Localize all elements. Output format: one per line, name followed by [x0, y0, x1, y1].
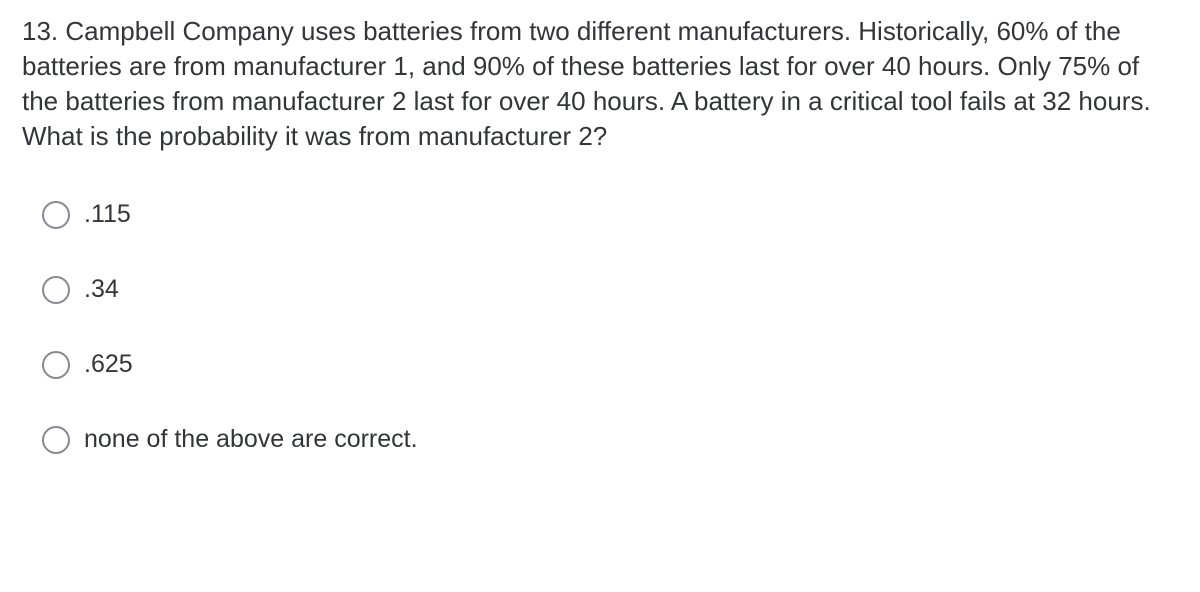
question-body: Campbell Company uses batteries from two…: [22, 16, 1151, 151]
option-3[interactable]: .625: [42, 350, 1178, 379]
option-label: .625: [84, 350, 133, 379]
question-block: 13. Campbell Company uses batteries from…: [0, 0, 1200, 454]
radio-icon[interactable]: [42, 351, 70, 379]
radio-icon[interactable]: [42, 201, 70, 229]
question-number: 13.: [22, 16, 58, 46]
option-label: .34: [84, 275, 119, 304]
radio-icon[interactable]: [42, 426, 70, 454]
option-1[interactable]: .115: [42, 200, 1178, 229]
option-label: .115: [84, 200, 131, 229]
option-label: none of the above are correct.: [84, 425, 418, 454]
option-4[interactable]: none of the above are correct.: [42, 425, 1178, 454]
question-text: 13. Campbell Company uses batteries from…: [22, 14, 1178, 154]
options-list: .115 .34 .625 none of the above are corr…: [22, 200, 1178, 454]
option-2[interactable]: .34: [42, 275, 1178, 304]
radio-icon[interactable]: [42, 276, 70, 304]
